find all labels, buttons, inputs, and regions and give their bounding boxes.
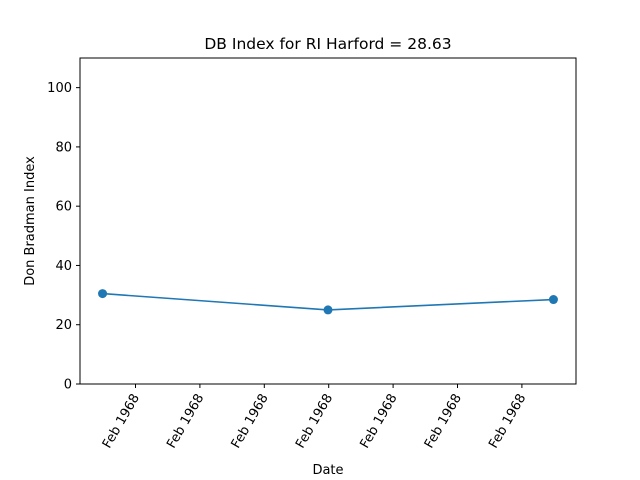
- x-axis-label: Date: [312, 463, 343, 478]
- plot-frame: [79, 57, 577, 385]
- y-tick-label: 80: [55, 140, 72, 155]
- y-axis: 0 20 40 60 80 100: [47, 81, 80, 393]
- y-axis-label: Don Bradman Index: [23, 156, 38, 286]
- y-tick-label: 20: [55, 318, 72, 333]
- series-layer: [98, 289, 558, 315]
- y-tick-label: 0: [64, 378, 72, 393]
- data-point: [98, 289, 108, 299]
- y-tick-label: 100: [47, 81, 72, 96]
- chart-title: DB Index for RI Harford = 28.63: [204, 35, 451, 53]
- data-point: [323, 305, 333, 315]
- data-point: [548, 295, 558, 305]
- y-tick-label: 40: [55, 259, 72, 274]
- y-tick-label: 60: [55, 200, 72, 215]
